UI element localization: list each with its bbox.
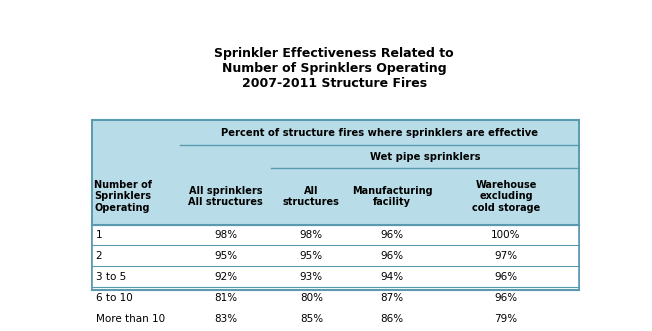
Text: 100%: 100% (491, 230, 521, 240)
Text: 95%: 95% (300, 251, 323, 261)
Text: 80%: 80% (300, 293, 323, 303)
Text: 3 to 5: 3 to 5 (96, 272, 126, 282)
Text: 93%: 93% (300, 272, 323, 282)
Text: 85%: 85% (300, 313, 323, 323)
Text: 81%: 81% (214, 293, 237, 303)
Text: 83%: 83% (214, 313, 237, 323)
Text: 79%: 79% (494, 313, 518, 323)
Text: Wet pipe sprinklers: Wet pipe sprinklers (370, 152, 481, 162)
Text: All sprinklers
All structures: All sprinklers All structures (188, 186, 263, 207)
Text: 86%: 86% (381, 313, 404, 323)
Text: 98%: 98% (214, 230, 237, 240)
Text: 96%: 96% (494, 293, 518, 303)
Text: 95%: 95% (214, 251, 237, 261)
Text: Warehouse
excluding
cold storage: Warehouse excluding cold storage (472, 180, 540, 213)
Text: 94%: 94% (381, 272, 404, 282)
Text: 1: 1 (96, 230, 102, 240)
Text: Percent of structure fires where sprinklers are effective: Percent of structure fires where sprinkl… (221, 128, 538, 138)
Text: More than 10: More than 10 (96, 313, 165, 323)
Text: Manufacturing
facility: Manufacturing facility (352, 186, 432, 207)
Text: 2: 2 (96, 251, 102, 261)
Text: 6 to 10: 6 to 10 (96, 293, 132, 303)
Text: Sprinkler Effectiveness Related to
Number of Sprinklers Operating
2007-2011 Stru: Sprinkler Effectiveness Related to Numbe… (215, 47, 454, 90)
Text: 96%: 96% (381, 251, 404, 261)
Text: Number of
Sprinklers
Operating: Number of Sprinklers Operating (94, 180, 152, 213)
Text: 96%: 96% (494, 272, 518, 282)
Text: 92%: 92% (214, 272, 237, 282)
Text: 96%: 96% (381, 230, 404, 240)
Text: All
structures: All structures (283, 186, 340, 207)
Text: 98%: 98% (300, 230, 323, 240)
Text: 87%: 87% (381, 293, 404, 303)
Text: 97%: 97% (494, 251, 518, 261)
